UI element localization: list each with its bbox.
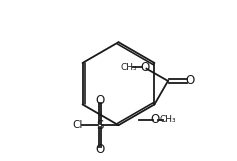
Text: CH₃: CH₃	[160, 115, 176, 124]
Text: S: S	[96, 119, 104, 132]
Text: O: O	[150, 113, 160, 126]
Text: Cl: Cl	[72, 120, 83, 130]
Text: O: O	[96, 143, 105, 156]
Text: O: O	[186, 74, 195, 87]
Text: CH₃: CH₃	[120, 63, 137, 71]
Text: O: O	[141, 61, 150, 74]
Text: O: O	[96, 94, 105, 107]
